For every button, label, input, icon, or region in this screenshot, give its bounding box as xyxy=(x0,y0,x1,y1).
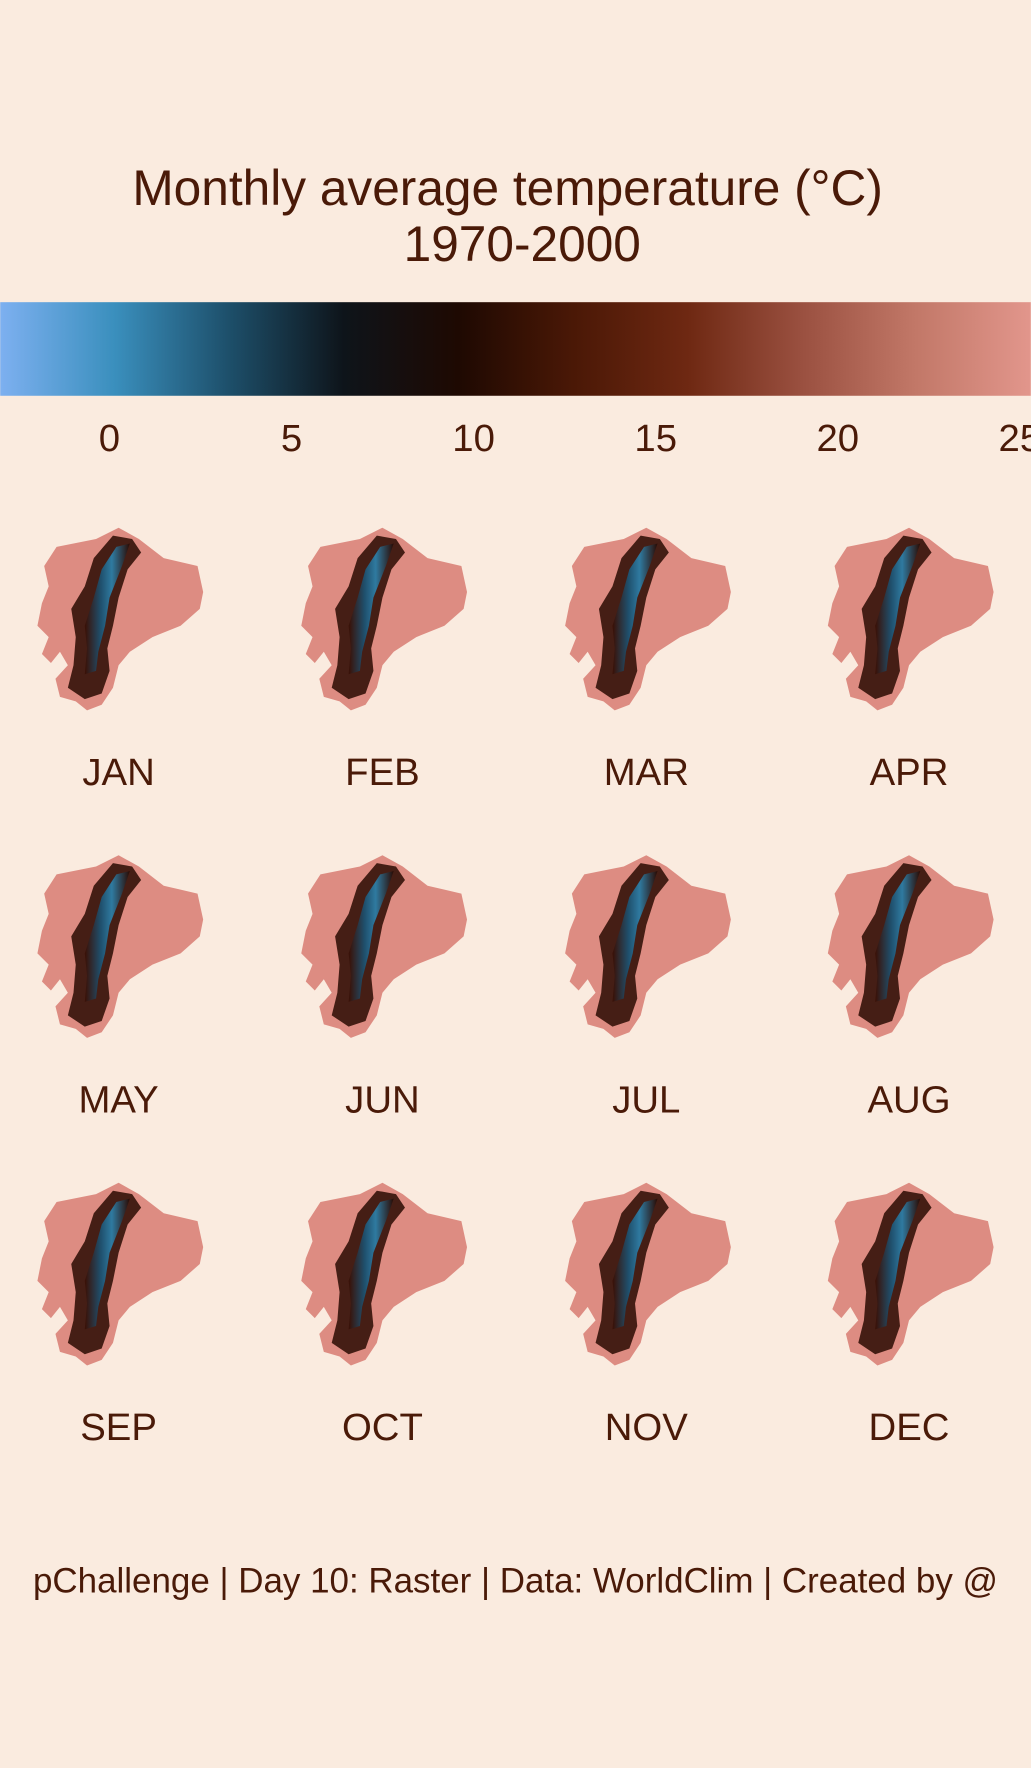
month-label: NOV xyxy=(605,1406,688,1449)
caption: pChallenge | Day 10: Raster | Data: Worl… xyxy=(33,1561,998,1600)
colorbar-tick-label: 10 xyxy=(452,417,495,460)
map-panel xyxy=(827,855,994,1038)
month-label: MAR xyxy=(604,751,689,794)
raster-map xyxy=(301,527,468,711)
raster-map xyxy=(565,855,731,1038)
raster-map xyxy=(827,527,994,711)
month-label: JAN xyxy=(82,751,154,794)
map-panel xyxy=(565,1182,731,1366)
month-label: MAY xyxy=(78,1078,158,1121)
map-panel xyxy=(37,527,204,711)
month-label: FEB xyxy=(345,751,420,794)
colorbar-tick-label: 20 xyxy=(816,417,859,460)
raster-map xyxy=(565,1182,731,1366)
month-label: SEP xyxy=(80,1406,157,1449)
subtitle: 1970-2000 xyxy=(404,216,641,272)
raster-map xyxy=(37,855,204,1038)
month-label: APR xyxy=(870,751,949,794)
colorbar-tick-label: 25 xyxy=(999,417,1031,460)
map-panel xyxy=(827,1182,994,1366)
map-panel xyxy=(827,527,994,711)
raster-map xyxy=(827,1182,994,1366)
raster-map xyxy=(37,527,204,711)
raster-map xyxy=(827,855,994,1038)
map-panel xyxy=(37,1182,204,1366)
month-label: AUG xyxy=(867,1078,950,1121)
title: Monthly average temperature (°C) xyxy=(132,160,883,216)
month-label: OCT xyxy=(342,1406,423,1449)
map-panel xyxy=(301,527,468,711)
raster-map xyxy=(37,1182,204,1366)
raster-map xyxy=(565,527,731,711)
map-panel xyxy=(37,855,204,1038)
map-panel xyxy=(565,855,731,1038)
raster-map xyxy=(301,1182,468,1366)
colorbar-tick-label: 0 xyxy=(99,417,120,460)
map-panel xyxy=(301,1182,468,1366)
colorbar-tick-label: 15 xyxy=(634,417,677,460)
month-label: DEC xyxy=(869,1406,950,1449)
raster-map xyxy=(301,855,468,1038)
colorbar-tick-label: 5 xyxy=(281,417,302,460)
map-panel xyxy=(301,855,468,1038)
month-label: JUN xyxy=(345,1078,420,1121)
facets: JAN FEB MAR APR MAY JUN JUL AUG SEP OCT NOV DEC xyxy=(37,527,994,1449)
month-label: JUL xyxy=(612,1078,680,1121)
map-panel xyxy=(565,527,731,711)
colorbar xyxy=(0,302,1031,396)
